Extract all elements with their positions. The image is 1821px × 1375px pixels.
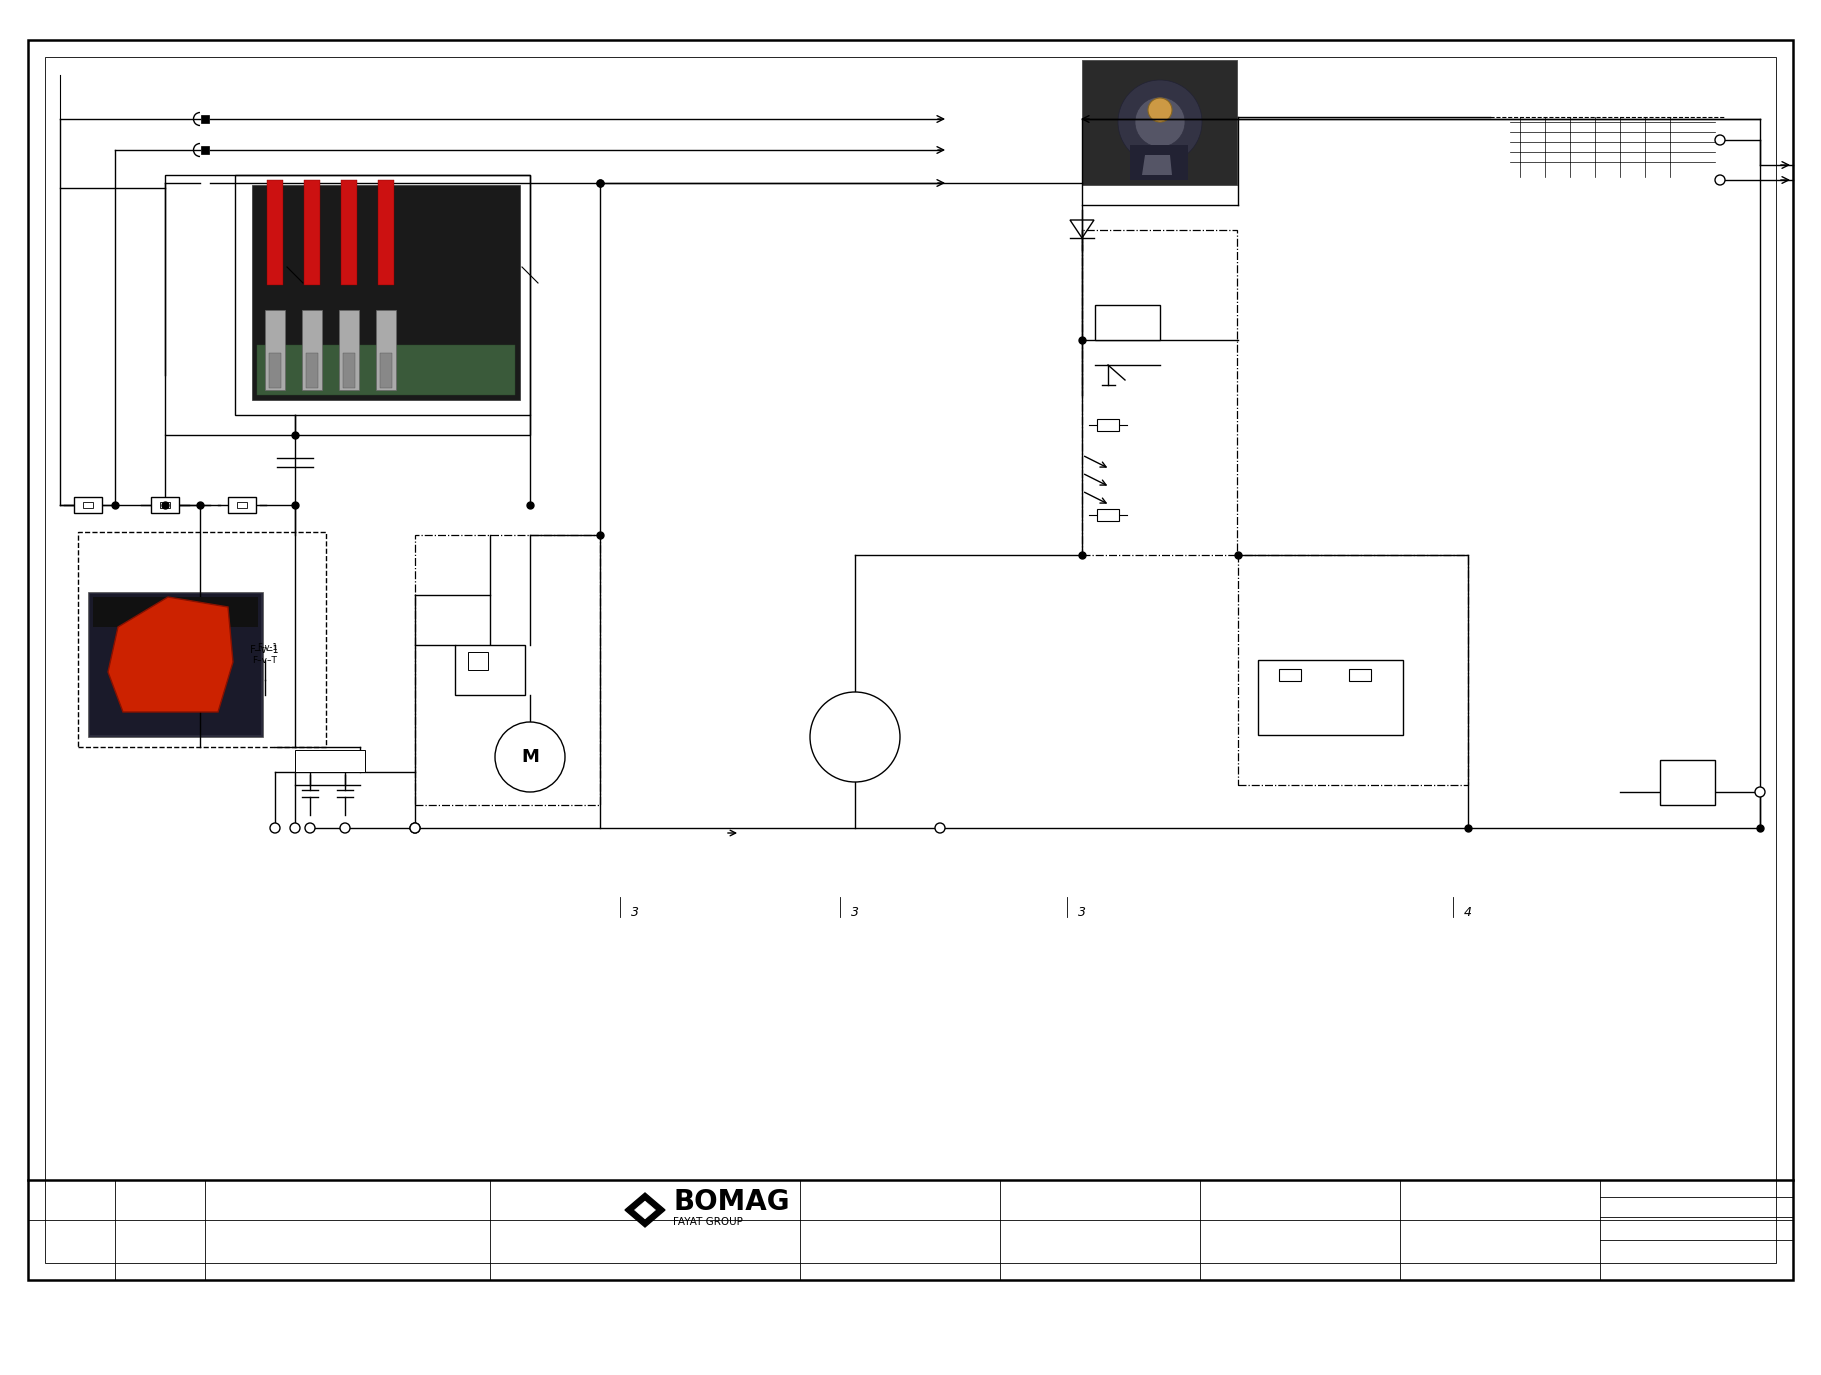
Bar	[87, 593, 262, 737]
Bar	[84, 502, 93, 507]
Bar	[1094, 305, 1160, 340]
Circle shape	[410, 824, 421, 833]
Circle shape	[495, 722, 565, 792]
Circle shape	[1147, 98, 1173, 122]
Bar	[1082, 230, 1236, 556]
Polygon shape	[625, 1194, 665, 1226]
Bar	[1661, 760, 1715, 804]
Bar	[268, 180, 282, 285]
Bar	[1096, 509, 1118, 521]
Bar	[1096, 419, 1118, 430]
Bar	[78, 532, 326, 747]
Bar	[375, 309, 395, 390]
Text: 3: 3	[850, 906, 860, 920]
Bar	[237, 502, 248, 507]
Text: BOMAG: BOMAG	[674, 1188, 790, 1216]
Bar	[1278, 670, 1300, 681]
Text: 3: 3	[1078, 906, 1085, 920]
Bar	[235, 175, 530, 415]
Circle shape	[934, 824, 945, 833]
Circle shape	[290, 824, 300, 833]
Bar	[270, 353, 280, 388]
Bar	[1349, 670, 1371, 681]
Bar	[200, 116, 209, 122]
Bar	[342, 353, 355, 388]
Circle shape	[1715, 175, 1724, 186]
Bar	[1082, 60, 1236, 186]
Bar	[379, 180, 393, 285]
Bar	[415, 535, 599, 804]
Polygon shape	[634, 1202, 656, 1218]
Circle shape	[341, 824, 350, 833]
Circle shape	[270, 824, 280, 833]
Text: M: M	[521, 748, 539, 766]
Circle shape	[1118, 80, 1202, 164]
Text: F–v–T: F–v–T	[253, 656, 277, 664]
Bar	[455, 645, 524, 694]
Bar	[339, 309, 359, 390]
Circle shape	[1755, 786, 1765, 797]
Bar	[304, 180, 320, 285]
Bar	[341, 180, 357, 285]
Text: FAYAT GROUP: FAYAT GROUP	[674, 1217, 743, 1226]
Bar	[75, 496, 102, 513]
Circle shape	[304, 824, 315, 833]
Bar	[1238, 556, 1468, 785]
Bar	[468, 652, 488, 670]
Bar	[302, 309, 322, 390]
Bar	[46, 56, 1775, 1264]
Bar	[257, 345, 515, 395]
Bar	[228, 496, 257, 513]
Polygon shape	[1142, 155, 1173, 175]
Bar	[381, 353, 392, 388]
Bar	[160, 502, 169, 507]
Bar	[295, 749, 364, 771]
Bar	[151, 496, 178, 513]
Bar	[1131, 144, 1187, 180]
Bar	[306, 353, 319, 388]
Bar	[266, 309, 286, 390]
Circle shape	[810, 692, 900, 782]
Circle shape	[1715, 135, 1724, 144]
Bar	[166, 175, 530, 434]
Bar	[89, 594, 260, 736]
Text: F–v–1: F–v–1	[249, 645, 280, 654]
Text: F-v-1: F-v-1	[257, 642, 277, 652]
Text: 4: 4	[1464, 906, 1471, 920]
Bar	[1258, 660, 1402, 736]
Bar	[93, 597, 259, 627]
Circle shape	[410, 824, 421, 833]
Bar	[251, 186, 521, 400]
Circle shape	[1134, 98, 1185, 147]
Polygon shape	[107, 597, 233, 712]
Bar	[200, 146, 209, 154]
Text: 3: 3	[632, 906, 639, 920]
